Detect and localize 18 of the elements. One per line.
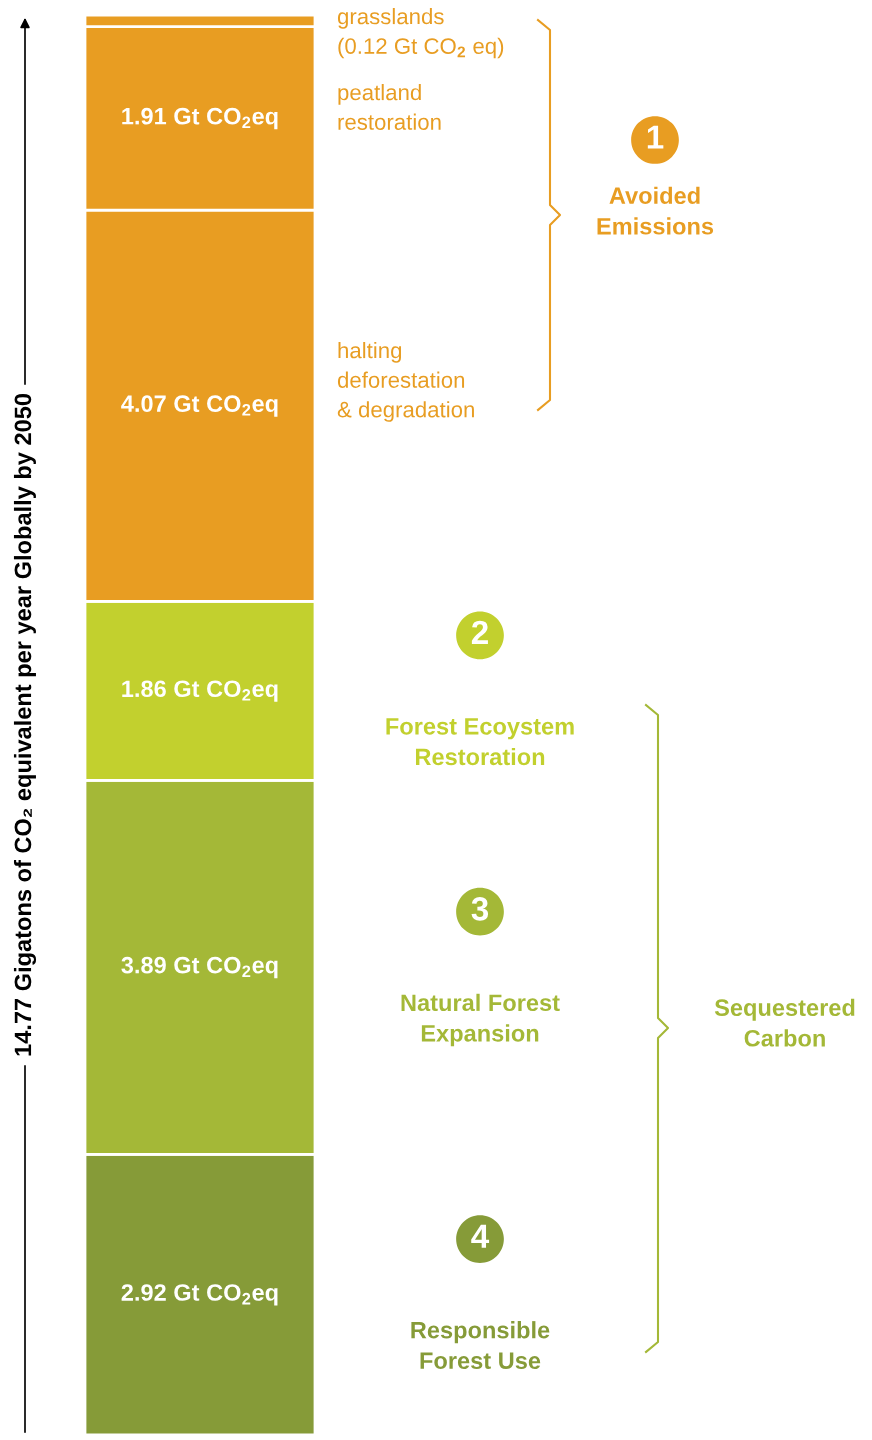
text: Sequestered Carbon	[714, 998, 855, 1047]
data-label: 1.86 Gt CO$_{2}$eq	[122, 680, 278, 702]
data-label: 4.07 Gt CO$_{2}$eq	[121, 395, 278, 417]
data-label: 1.91 Gt CO$_{2}$eq	[122, 107, 278, 130]
y-axis-title: 14.77 Gigatons of CO₂ equivalent per year Globally by 2050	[13, 393, 37, 1056]
series-label: grasslands (0.12 Gt CO$_{2}$ eq)	[337, 8, 504, 59]
series-label: halting deforestation & degradation	[337, 342, 474, 422]
text: Responsible Forest Use	[411, 1321, 550, 1370]
data-label: 3.89 Gt CO$_{2}$eq	[121, 956, 278, 979]
text: 1	[647, 125, 664, 149]
text: Natural Forest Expansion	[401, 993, 560, 1047]
text: Avoided Emissions	[597, 186, 714, 235]
data-label: 2.92 Gt CO$_{2}$eq	[121, 1284, 278, 1306]
text: 3	[471, 897, 489, 921]
text: 4	[471, 1224, 490, 1248]
text: 2	[471, 620, 488, 644]
text: Forest Ecoystem Restoration	[386, 718, 574, 766]
series-label: peatland restoration	[338, 84, 441, 130]
